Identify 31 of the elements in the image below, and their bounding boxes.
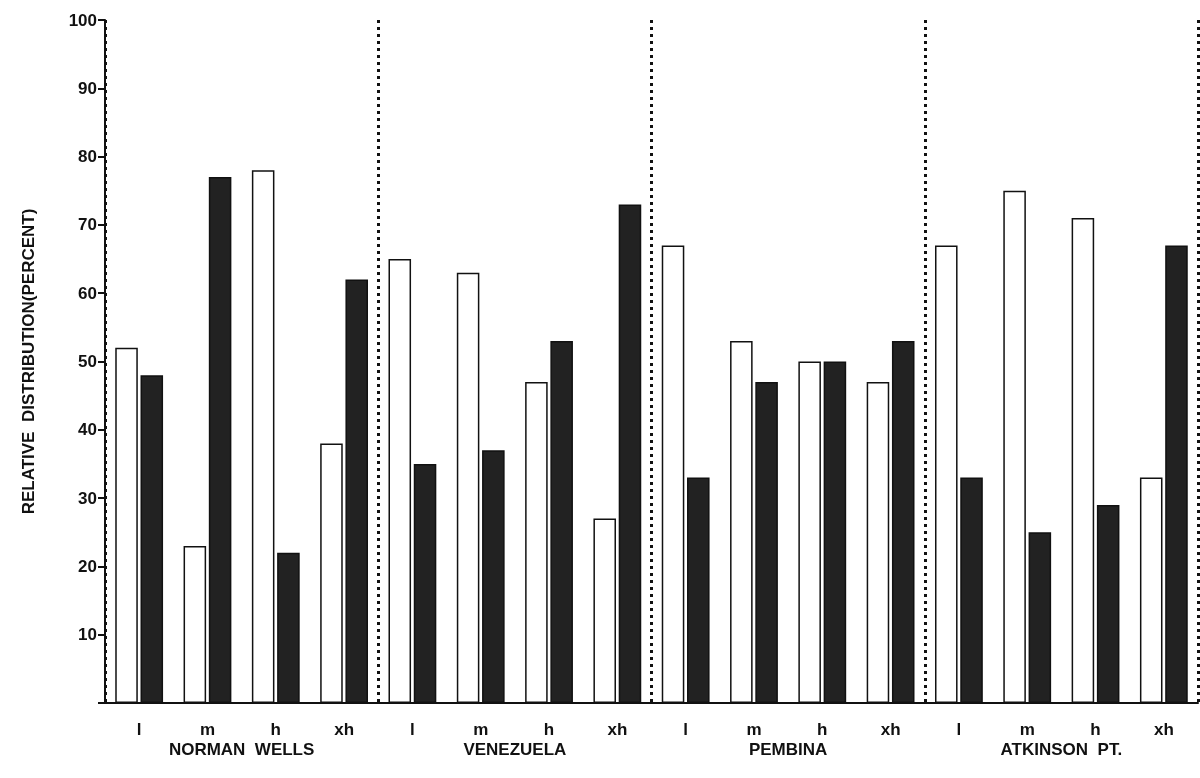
x-tick-label: l <box>136 720 142 739</box>
x-tick-label: l <box>956 720 962 739</box>
x-tick-label: m <box>746 720 762 739</box>
y-axis-title: RELATIVE DISTRIBUTION(PERCENT) <box>19 208 38 515</box>
y-tick-label: 80 <box>78 147 97 167</box>
x-tick-label: h <box>1090 720 1101 739</box>
x-tick-label: l <box>683 720 689 739</box>
x-tick-label: h <box>543 720 555 739</box>
x-tick-label: h <box>270 720 281 739</box>
text: VENEZUELA <box>463 740 567 759</box>
y-tick-label: 30 <box>78 488 97 508</box>
y-tick-label: 40 <box>78 420 97 440</box>
y-tick-label: 20 <box>78 556 97 576</box>
x-tick-label: xh <box>880 720 901 739</box>
text: NORMAN WELLS <box>168 740 315 759</box>
y-tick-label: 50 <box>78 352 97 371</box>
y-tick-label: 70 <box>78 215 97 235</box>
y-tick-label: 10 <box>78 625 97 645</box>
x-tick-label: m <box>1019 720 1035 739</box>
x-tick-label: xh <box>607 720 628 739</box>
x-tick-label: m <box>199 720 216 739</box>
x-tick-label: xh <box>334 720 355 739</box>
x-tick-label: l <box>410 720 415 739</box>
text: ATKINSON PT. <box>1000 740 1123 759</box>
y-tick-label: 60 <box>78 283 97 303</box>
x-tick-label: xh <box>1153 720 1174 739</box>
x-tick-label: m <box>473 720 489 739</box>
y-tick-label: 100 <box>68 10 97 30</box>
y-tick-label: 90 <box>78 78 97 98</box>
x-tick-label: h <box>817 720 828 739</box>
text: PEMBINA <box>748 740 828 759</box>
